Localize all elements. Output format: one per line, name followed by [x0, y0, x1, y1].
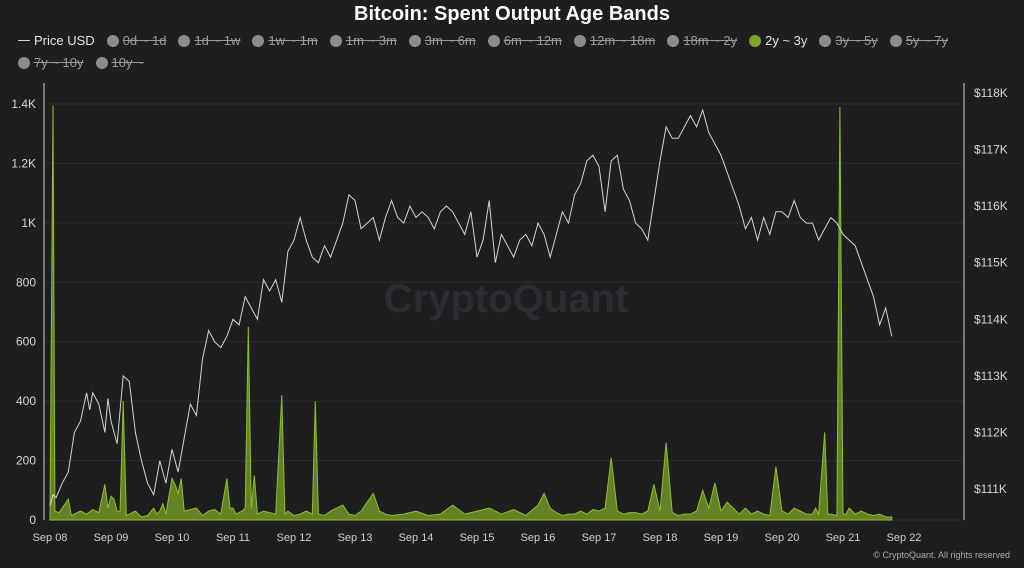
y-left-tick-label: 800: [16, 275, 36, 289]
axes: [43, 83, 965, 520]
y-axis-left-ticks: 0 200 400 600 800 1K 1.2K 1.4K: [11, 97, 36, 527]
legend-item[interactable]: Price USD: [18, 32, 95, 49]
legend-label: 1m ~ 3m: [345, 33, 397, 48]
legend-item[interactable]: 18m ~ 2y: [667, 32, 737, 49]
legend-dot-icon: [329, 34, 342, 47]
y-right-tick-label: $114K: [974, 312, 1008, 326]
x-tick-label: Sep 18: [643, 532, 678, 544]
watermark-text: CryptoQuant: [384, 277, 628, 321]
y-right-tick-label: $111K: [974, 482, 1007, 496]
legend-item[interactable]: 3y ~ 5y: [819, 32, 878, 49]
legend-label: 3y ~ 5y: [835, 33, 878, 48]
x-tick-label: Sep 09: [94, 532, 129, 544]
legend-item[interactable]: 2y ~ 3y: [749, 32, 807, 49]
legend-label: 2y ~ 3y: [765, 33, 808, 48]
legend-dot-icon: [408, 34, 421, 47]
y-left-tick-label: 200: [16, 454, 36, 468]
legend-dot-icon: [252, 34, 265, 47]
x-tick-label: Sep 15: [460, 532, 495, 544]
x-tick-label: Sep 14: [399, 532, 434, 544]
y-left-tick-label: 1.4K: [11, 97, 36, 111]
legend-label: 0d ~ 1d: [122, 33, 167, 48]
legend-label: 18m ~ 2y: [683, 33, 738, 48]
legend-dot-icon: [106, 34, 119, 47]
legend-item[interactable]: 6m ~ 12m: [487, 32, 562, 49]
legend-item[interactable]: 7y ~ 10y: [18, 54, 84, 71]
y-right-tick-label: $115K: [974, 256, 1008, 270]
copyright-text: © CryptoQuant. All rights reserved: [873, 550, 1010, 560]
x-tick-label: Sep 16: [521, 532, 556, 544]
legend-label: Price USD: [34, 33, 95, 48]
legend-dot-icon: [667, 34, 680, 47]
legend-label: 1d ~ 1w: [194, 33, 241, 48]
legend-dot-icon: [95, 56, 108, 69]
chart-title: Bitcoin: Spent Output Age Bands: [354, 3, 670, 25]
y-right-tick-label: $116K: [974, 199, 1008, 213]
x-tick-label: Sep 13: [338, 532, 373, 544]
legend-item[interactable]: 10y ~: [95, 54, 144, 71]
x-tick-label: Sep 19: [704, 532, 739, 544]
y-left-tick-label: 1K: [21, 216, 36, 230]
legend-item[interactable]: 1m ~ 3m: [329, 32, 397, 49]
legend-item[interactable]: 12m ~ 18m: [573, 32, 656, 49]
x-tick-label: Sep 11: [216, 532, 250, 544]
y-right-tick-label: $112K: [974, 425, 1008, 439]
legend-label: 5y ~ 7y: [905, 33, 948, 48]
series-2y-3y-layer: [49, 105, 893, 521]
y-right-tick-label: $117K: [974, 143, 1008, 157]
legend-label: 7y ~ 10y: [34, 55, 84, 70]
series-price-layer: [49, 108, 893, 507]
legend-line-icon: [18, 40, 30, 41]
legend-dot-icon: [819, 34, 832, 47]
legend-dot-icon: [18, 56, 30, 69]
y-left-tick-label: 1.2K: [11, 156, 36, 170]
legend-item[interactable]: 3m ~ 6m: [408, 32, 476, 49]
legend-item[interactable]: 1d ~ 1w: [178, 32, 240, 49]
x-tick-label: Sep 17: [582, 532, 617, 544]
x-tick-label: Sep 22: [887, 532, 922, 544]
x-tick-label: Sep 12: [277, 532, 312, 544]
x-axis-ticks: Sep 08 Sep 09 Sep 10 Sep 11 Sep 12 Sep 13 Sep …: [33, 532, 922, 544]
x-tick-label: Sep 10: [155, 532, 190, 544]
y-axis-right-ticks: $111K $112K $113K $114K $115K $116K $117K $118K: [974, 86, 1008, 496]
y-left-tick-label: 0: [29, 513, 36, 527]
y-right-tick-label: $113K: [974, 369, 1008, 383]
legend-dot-icon: [487, 34, 500, 47]
legend-label: 6m ~ 12m: [503, 33, 562, 48]
legend-dot-icon: [178, 34, 191, 47]
y-left-tick-label: 400: [16, 394, 36, 408]
legend-label: 10y ~: [111, 55, 144, 70]
x-tick-label: Sep 08: [33, 532, 68, 544]
legend: Price USD 0d ~ 1d 1d ~ 1w 1w ~ 1m 1m ~ 3m 3m …: [18, 32, 1018, 71]
legend-dot-icon: [573, 34, 586, 47]
legend-label: 1w ~ 1m: [268, 33, 318, 48]
x-tick-label: Sep 20: [765, 532, 800, 544]
legend-dot-icon: [749, 34, 762, 47]
legend-label: 3m ~ 6m: [424, 33, 476, 48]
legend-item[interactable]: 0d ~ 1d: [106, 32, 167, 49]
legend-item[interactable]: 5y ~ 7y: [889, 32, 948, 49]
legend-dot-icon: [889, 34, 902, 47]
legend-item[interactable]: 1w ~ 1m: [252, 32, 318, 49]
series-area-2y-3y: [49, 105, 893, 521]
legend-label: 12m ~ 18m: [589, 33, 656, 48]
series-line-price-usd: [49, 108, 893, 507]
y-right-tick-label: $118K: [974, 86, 1008, 100]
y-left-tick-label: 600: [16, 335, 36, 349]
x-tick-label: Sep 21: [826, 532, 861, 544]
